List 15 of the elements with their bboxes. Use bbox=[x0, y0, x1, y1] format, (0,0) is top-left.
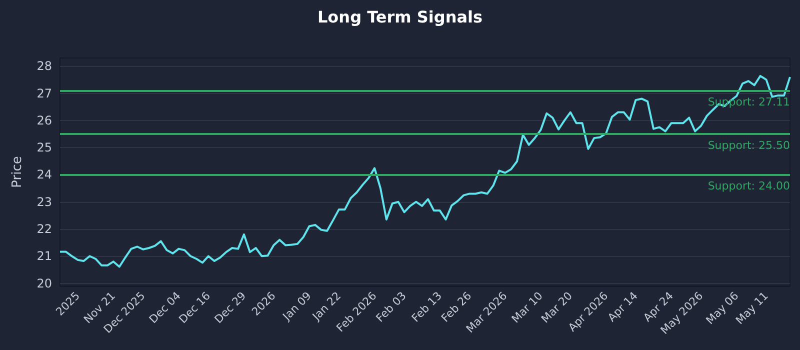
y-tick-label: 21 bbox=[36, 249, 52, 264]
y-tick-label: 25 bbox=[36, 140, 52, 155]
y-tick-label: 27 bbox=[36, 86, 52, 100]
y-tick-label: 24 bbox=[36, 168, 52, 182]
x-tick-label: Dec 29 bbox=[212, 289, 249, 326]
y-tick-label: 26 bbox=[36, 113, 52, 128]
line-series bbox=[59, 74, 791, 268]
ref-line-label: Support: 25.50 bbox=[708, 139, 790, 152]
y-axis-title: Price bbox=[10, 156, 25, 188]
chart-title: Long Term Signals bbox=[317, 8, 483, 26]
y-tick-label: 23 bbox=[36, 194, 52, 209]
y-tick-label: 20 bbox=[36, 276, 52, 290]
ref-line-label: Support: 24.00 bbox=[708, 180, 790, 193]
y-tick-label: 28 bbox=[36, 59, 52, 74]
y-tick-label: 22 bbox=[36, 222, 52, 236]
